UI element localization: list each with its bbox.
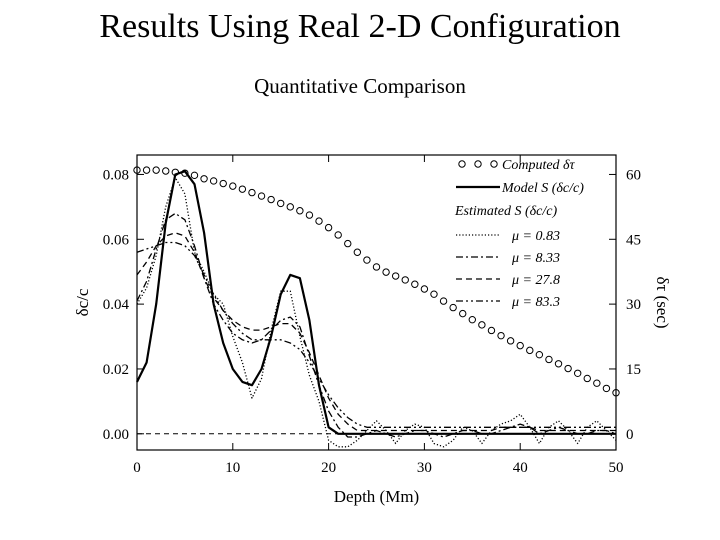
- computed-dtau-point: [593, 379, 601, 387]
- legend-label: Computed δτ: [502, 158, 576, 173]
- computed-dtau-point: [238, 185, 247, 193]
- computed-dtau-point: [344, 239, 352, 248]
- y-axis-title: δc/c: [73, 288, 92, 316]
- computed-dtau-point: [573, 369, 582, 377]
- computed-dtau-point: [257, 192, 266, 200]
- computed-dtau-point: [478, 321, 486, 329]
- computed-dtau-point: [305, 211, 314, 219]
- y2-tick-label: 15: [626, 362, 641, 378]
- estimated-s-line-4: [136, 232, 616, 432]
- computed-dtau-point: [200, 175, 208, 183]
- computed-dtau-point: [545, 355, 553, 364]
- y2-tick-label: 0: [626, 427, 634, 443]
- y-tick-label: 0.06: [103, 232, 130, 248]
- computed-dtau-point: [459, 309, 467, 318]
- computed-dtau-point: [430, 290, 438, 298]
- slide-subtitle: Quantitative Comparison: [254, 74, 466, 98]
- y2-tick-label: 45: [626, 232, 641, 248]
- computed-dtau-point: [487, 326, 496, 335]
- y-tick-label: 0.02: [103, 362, 129, 378]
- legend-circle-marker: [474, 160, 482, 168]
- x-tick-label: 20: [321, 460, 336, 476]
- y2-tick-label: 30: [626, 297, 641, 313]
- model-s-line: [136, 170, 616, 435]
- estimated-s-line-2: [136, 177, 617, 448]
- computed-dtau-point: [353, 248, 362, 256]
- computed-dtau-point: [277, 199, 285, 208]
- x-axis-title: Depth (Mm): [334, 487, 419, 506]
- computed-dtau-point: [142, 166, 151, 174]
- computed-dtau-point: [564, 364, 572, 373]
- computed-dtau-point: [401, 276, 409, 284]
- x-tick-label: 50: [609, 460, 624, 476]
- computed-dtau-point: [391, 272, 400, 280]
- computed-dtau-point: [506, 337, 515, 345]
- computed-dtau-point: [334, 231, 342, 239]
- x-tick-label: 40: [513, 460, 528, 476]
- y-tick-label: 0.08: [103, 167, 129, 183]
- slide-title: Results Using Real 2-D Configuration: [99, 8, 621, 45]
- computed-dtau-point: [363, 256, 371, 264]
- computed-dtau-point: [152, 166, 160, 174]
- legend-label: μ = 0.83: [511, 229, 560, 244]
- computed-dtau-point: [411, 280, 419, 288]
- computed-dtau-point: [372, 263, 381, 271]
- legend-label: μ = 8.33: [511, 251, 560, 266]
- computed-dtau-point: [229, 182, 237, 190]
- computed-dtau-point: [219, 179, 227, 188]
- computed-dtau-point: [516, 341, 524, 350]
- computed-dtau-point: [439, 297, 448, 305]
- legend-header: Estimated S (δc/c): [454, 204, 557, 219]
- y2-tick-label: 60: [626, 167, 641, 183]
- computed-dtau-point: [468, 315, 476, 324]
- computed-dtau-point: [526, 346, 534, 355]
- computed-dtau-point: [382, 268, 390, 276]
- legend-label: Model S (δc/c): [501, 181, 584, 196]
- plot-frame: [136, 154, 617, 451]
- computed-dtau-point: [162, 167, 170, 175]
- y-tick-label: 0.04: [103, 297, 130, 313]
- computed-dtau-point: [497, 331, 505, 340]
- computed-dtau-point: [248, 188, 256, 197]
- computed-dtau-point: [554, 360, 563, 368]
- computed-dtau-point: [315, 217, 323, 225]
- computed-dtau-point: [209, 177, 218, 185]
- x-tick-label: 10: [225, 460, 240, 476]
- computed-dtau-point: [286, 203, 294, 211]
- computed-dtau-point: [267, 195, 275, 204]
- computed-dtau-point: [535, 350, 544, 359]
- legend-circle-marker: [458, 160, 466, 168]
- computed-dtau-point: [190, 171, 199, 180]
- legend-circle-marker: [490, 160, 498, 168]
- x-tick-label: 30: [417, 460, 432, 476]
- legend-label: μ = 83.3: [511, 295, 560, 310]
- legend-label: μ = 27.8: [511, 273, 560, 288]
- computed-dtau-point: [449, 303, 457, 312]
- x-tick-label: 0: [133, 460, 141, 476]
- y2-axis-title: δτ (sec): [653, 276, 672, 328]
- computed-dtau-point: [296, 207, 304, 215]
- estimated-s-line-3: [136, 212, 617, 438]
- computed-dtau-point: [583, 374, 591, 383]
- computed-dtau-point: [420, 285, 429, 293]
- y-tick-label: 0.00: [103, 427, 129, 443]
- computed-dtau-point: [602, 384, 611, 393]
- computed-dtau-point: [324, 223, 333, 232]
